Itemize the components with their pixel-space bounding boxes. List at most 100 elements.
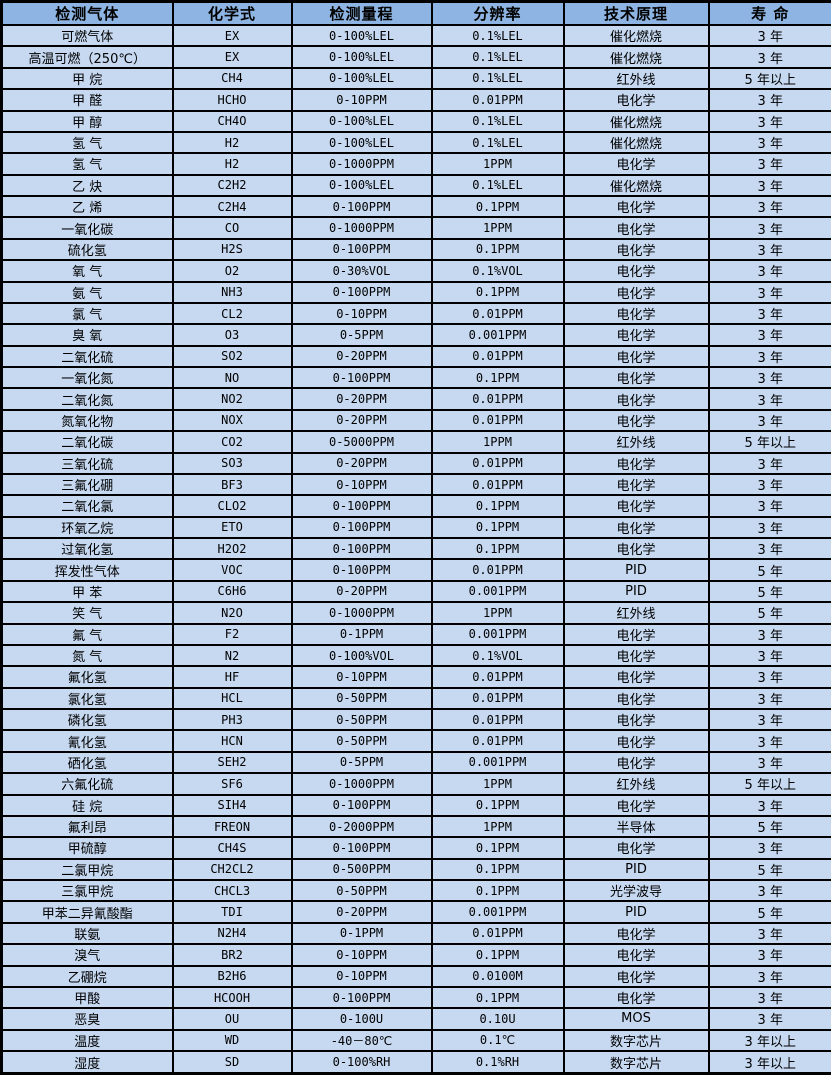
cell-lifespan: 3 年 — [707, 878, 831, 903]
cell-technology: 电化学 — [562, 515, 710, 540]
cell-chemical-formula: PH3 — [171, 707, 293, 732]
cell-technology: 催化燃烧 — [562, 23, 710, 48]
cell-chemical-formula: SD — [171, 1050, 293, 1075]
cell-detection-range: 0-10PPM — [290, 964, 433, 988]
cell-chemical-formula: CH4O — [171, 109, 293, 133]
cell-gas-name: 氯 气 — [0, 301, 174, 326]
cell-chemical-formula: F2 — [171, 622, 293, 646]
cell-lifespan: 3 年 — [707, 943, 831, 967]
cell-resolution: 0.1PPM — [430, 280, 565, 304]
cell-resolution: 0.1PPM — [430, 237, 565, 262]
cell-gas-name: 过氧化氢 — [0, 536, 174, 561]
cell-chemical-formula: H2 — [171, 152, 293, 176]
cell-gas-name: 甲 烷 — [0, 66, 174, 91]
cell-lifespan: 3 年 — [707, 643, 831, 668]
cell-resolution: 1PPM — [430, 430, 565, 454]
cell-technology: 电化学 — [562, 643, 710, 668]
cell-lifespan: 3 年 — [707, 472, 831, 497]
cell-lifespan: 3 年 — [707, 344, 831, 369]
cell-lifespan: 3 年 — [707, 515, 831, 540]
cell-chemical-formula: CLO2 — [171, 494, 293, 518]
cell-gas-name: 二氯甲烷 — [0, 857, 174, 882]
cell-technology: 电化学 — [562, 494, 710, 518]
cell-technology: 电化学 — [562, 943, 710, 967]
table-row: 温度 WD -40－80℃ 0.1℃ 数字芯片 3 年以上 — [0, 1028, 831, 1053]
cell-chemical-formula: HCHO — [171, 88, 293, 112]
cell-gas-name: 氢 气 — [0, 130, 174, 155]
cell-gas-name: 硫化氢 — [0, 237, 174, 262]
table-row: 氯化氢 HCL 0-50PPM 0.01PPM 电化学 3 年 — [0, 686, 831, 711]
cell-lifespan: 3 年 — [707, 665, 831, 689]
cell-gas-name: 挥发性气体 — [0, 558, 174, 582]
cell-technology: 红外线 — [562, 601, 710, 625]
cell-detection-range: 0-20PPM — [290, 387, 433, 411]
table-row: 笑 气 N2O 0-1000PPM 1PPM 红外线 5 年 — [0, 601, 831, 625]
cell-technology: 电化学 — [562, 985, 710, 1010]
cell-detection-range: 0-100PPM — [290, 494, 433, 518]
cell-gas-name: 氢 气 — [0, 152, 174, 176]
cell-chemical-formula: NH3 — [171, 280, 293, 304]
cell-technology: PID — [562, 900, 710, 924]
cell-chemical-formula: C6H6 — [171, 579, 293, 604]
cell-lifespan: 3 年 — [707, 323, 831, 347]
cell-technology: 催化燃烧 — [562, 173, 710, 198]
cell-chemical-formula: SIH4 — [171, 793, 293, 817]
cell-lifespan: 3 年 — [707, 921, 831, 946]
cell-technology: 电化学 — [562, 921, 710, 946]
cell-lifespan: 3 年 — [707, 237, 831, 262]
table-row: 二氯甲烷 CH2CL2 0-500PPM 0.1PPM PID 5 年 — [0, 857, 831, 882]
cell-chemical-formula: HCOOH — [171, 985, 293, 1010]
table-row: 联氨 N2H4 0-1PPM 0.01PPM 电化学 3 年 — [0, 921, 831, 946]
cell-lifespan: 3 年 — [707, 408, 831, 433]
col-header-chemical-formula: 化学式 — [171, 0, 293, 26]
cell-technology: PID — [562, 558, 710, 582]
cell-resolution: 0.1PPM — [430, 943, 565, 967]
cell-resolution: 0.01PPM — [430, 88, 565, 112]
cell-resolution: 0.01PPM — [430, 707, 565, 732]
col-header-lifespan: 寿 命 — [707, 0, 831, 26]
cell-technology: 电化学 — [562, 729, 710, 753]
cell-gas-name: 温度 — [0, 1028, 174, 1053]
cell-chemical-formula: C2H4 — [171, 194, 293, 219]
cell-technology: 电化学 — [562, 536, 710, 561]
cell-lifespan: 3 年 — [707, 622, 831, 646]
cell-chemical-formula: O3 — [171, 323, 293, 347]
cell-detection-range: 0-20PPM — [290, 579, 433, 604]
cell-technology: MOS — [562, 1007, 710, 1031]
cell-detection-range: 0-1PPM — [290, 622, 433, 646]
cell-lifespan: 3 年 — [707, 45, 831, 69]
cell-lifespan: 3 年 — [707, 964, 831, 988]
header-row: 检测气体 化学式 检测量程 分辨率 技术原理 寿 命 — [0, 0, 831, 26]
cell-gas-name: 氰化氢 — [0, 729, 174, 753]
cell-detection-range: 0-100PPM — [290, 793, 433, 817]
cell-lifespan: 3 年以上 — [707, 1028, 831, 1053]
table-row: 三氯甲烷 CHCL3 0-50PPM 0.1PPM 光学波导 3 年 — [0, 878, 831, 903]
table-row: 硅 烷 SIH4 0-100PPM 0.1PPM 电化学 3 年 — [0, 793, 831, 817]
cell-detection-range: 0-100U — [290, 1007, 433, 1031]
cell-chemical-formula: CH2CL2 — [171, 857, 293, 882]
cell-lifespan: 3 年 — [707, 387, 831, 411]
cell-lifespan: 3 年 — [707, 707, 831, 732]
cell-resolution: 0.01PPM — [430, 344, 565, 369]
cell-detection-range: 0-20PPM — [290, 451, 433, 475]
cell-chemical-formula: O2 — [171, 259, 293, 283]
table-row: 氰化氢 HCN 0-50PPM 0.01PPM 电化学 3 年 — [0, 729, 831, 753]
cell-lifespan: 3 年 — [707, 536, 831, 561]
cell-gas-name: 甲 苯 — [0, 579, 174, 604]
table-row: 氧 气 O2 0-30%VOL 0.1%VOL 电化学 3 年 — [0, 259, 831, 283]
cell-resolution: 0.1%LEL — [430, 45, 565, 69]
col-header-technology: 技术原理 — [562, 0, 710, 26]
cell-resolution: 0.10U — [430, 1007, 565, 1031]
table-row: 甲酸 HCOOH 0-100PPM 0.1PPM 电化学 3 年 — [0, 985, 831, 1010]
table-row: 乙 炔 C2H2 0-100%LEL 0.1%LEL 催化燃烧 3 年 — [0, 173, 831, 198]
cell-technology: PID — [562, 857, 710, 882]
cell-chemical-formula: TDI — [171, 900, 293, 924]
cell-gas-name: 氟利昂 — [0, 814, 174, 839]
cell-detection-range: 0-500PPM — [290, 857, 433, 882]
cell-chemical-formula: HCL — [171, 686, 293, 711]
cell-chemical-formula: H2O2 — [171, 536, 293, 561]
cell-lifespan: 3 年 — [707, 301, 831, 326]
cell-gas-name: 三氧化硫 — [0, 451, 174, 475]
cell-technology: 电化学 — [562, 237, 710, 262]
cell-chemical-formula: C2H2 — [171, 173, 293, 198]
